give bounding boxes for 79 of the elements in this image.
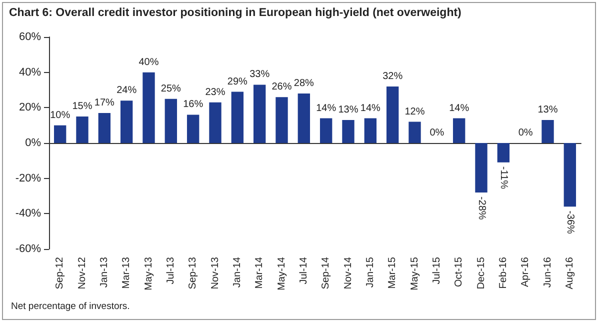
x-tick-label: Jan-13	[98, 256, 110, 288]
data-label: 16%	[183, 99, 204, 110]
data-label: 23%	[205, 86, 226, 98]
bar	[342, 120, 354, 143]
data-label: 26%	[272, 82, 292, 93]
text: Net percentage of investors.	[11, 301, 130, 312]
y-tick-label: 20%	[18, 102, 42, 114]
x-tick-label: Jun-16	[542, 256, 554, 288]
data-label: 10%	[50, 110, 70, 121]
bar	[120, 100, 133, 143]
x-tick-label: May-14	[276, 256, 288, 290]
x-tick-label: Jul-13	[165, 256, 176, 284]
x-tick-label: Jan-14	[232, 256, 243, 288]
data-label: -28%	[476, 196, 487, 220]
data-label: 14%	[449, 102, 470, 114]
bar	[253, 84, 266, 143]
x-tick-label: May-13	[143, 256, 154, 290]
x-tick-label: Aug-16	[564, 256, 576, 290]
x-tick-label: Mar-13	[121, 256, 132, 289]
x-tick-label: Sep-14	[320, 256, 332, 290]
x-tick-label: Sep-13	[188, 256, 199, 290]
y-tick-label: 40%	[18, 66, 42, 78]
bar	[76, 116, 88, 143]
x-tick-label: Sep-12	[54, 256, 66, 290]
bar	[364, 118, 377, 143]
data-label: -36%	[564, 210, 576, 234]
bar	[98, 112, 111, 143]
bar	[164, 98, 178, 143]
x-tick-label: Nov-13	[210, 256, 221, 290]
data-label: 29%	[227, 76, 248, 88]
data-label: 28%	[294, 78, 314, 90]
data-label: 33%	[250, 69, 270, 80]
x-tick-label: Mar-15	[387, 256, 398, 289]
data-label: 24%	[116, 85, 137, 96]
data-label: 32%	[382, 70, 403, 82]
data-label: 40%	[138, 56, 159, 68]
bar	[209, 102, 222, 143]
x-tick-label: Apr-16	[520, 256, 532, 288]
bar	[386, 86, 399, 143]
data-label: 0%	[430, 128, 444, 138]
x-tick-label: Oct-15	[454, 256, 465, 288]
bar	[320, 118, 332, 143]
data-label: 13%	[538, 104, 558, 116]
bar	[497, 143, 510, 162]
data-label: -11%	[498, 166, 509, 190]
data-label: 14%	[316, 102, 336, 114]
bar	[276, 97, 288, 143]
x-tick-label: Jul-14	[298, 256, 310, 284]
x-tick-label: Jul-15	[431, 256, 442, 284]
x-tick-label: Mar-14	[254, 256, 266, 289]
x-tick-label: Nov-12	[76, 256, 88, 290]
data-label: 14%	[360, 102, 381, 114]
bar	[542, 120, 554, 143]
data-label: 12%	[404, 106, 425, 118]
x-tick-label: Dec-15	[476, 256, 487, 290]
x-tick-label: Feb-16	[498, 256, 509, 289]
data-label: 17%	[94, 97, 115, 108]
chart-title: Chart 6: Overall credit investor positioning in European high-yield (net overweight)	[9, 7, 462, 19]
bar	[408, 122, 421, 143]
data-label: 25%	[160, 83, 182, 94]
data-label: 15%	[72, 101, 92, 112]
bar	[231, 92, 244, 143]
y-tick-label: -20%	[15, 172, 42, 184]
bar	[142, 72, 155, 143]
y-tick-label: -60%	[15, 243, 42, 255]
x-tick-label: Nov-14	[342, 256, 354, 290]
y-tick-label: 60%	[18, 31, 42, 43]
bar	[298, 94, 310, 143]
bar	[54, 125, 66, 143]
data-label: 0%	[518, 128, 533, 138]
bar	[475, 143, 488, 192]
bar	[452, 118, 466, 143]
data-label: 13%	[338, 104, 358, 116]
x-tick-label: May-15	[409, 256, 420, 290]
y-tick-label: 0%	[25, 137, 42, 149]
bar	[564, 143, 576, 207]
x-tick-label: Jan-15	[364, 256, 376, 288]
bar	[186, 114, 200, 143]
y-tick-label: -40%	[15, 208, 42, 220]
